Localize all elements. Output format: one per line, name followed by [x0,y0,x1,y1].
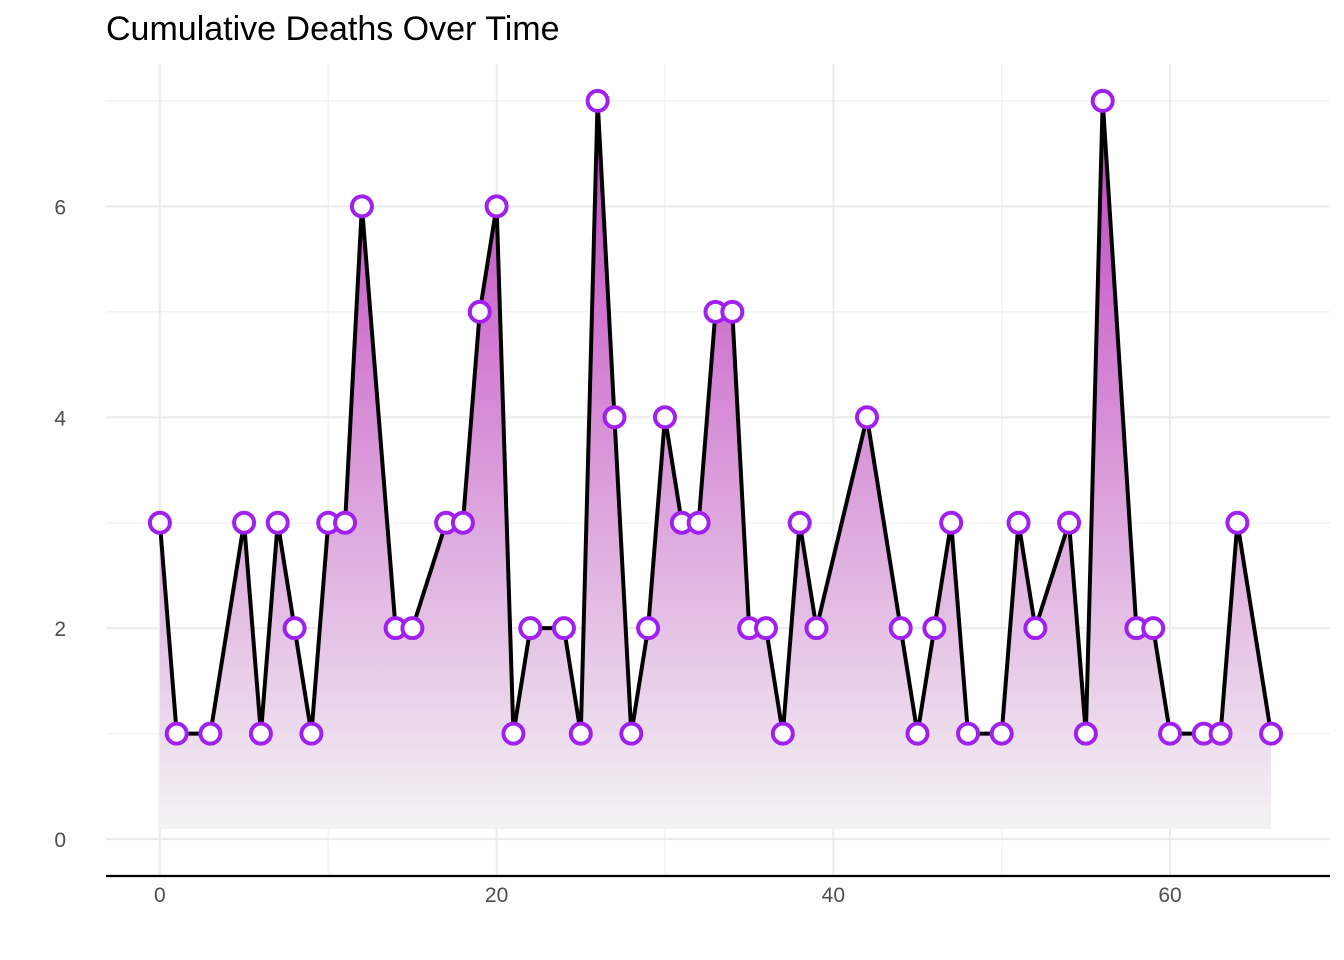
data-point [804,616,829,641]
data-point [636,616,661,641]
data-point [501,721,526,746]
data-point [1023,616,1048,641]
data-point [147,510,172,535]
data-point [248,721,273,746]
data-point [753,616,778,641]
data-point [888,616,913,641]
data-point [585,88,610,113]
data-point [282,616,307,641]
data-point [164,721,189,746]
data-point [619,721,644,746]
data-point [989,721,1014,746]
data-point [1225,510,1250,535]
chart-title: Cumulative Deaths Over Time [106,10,560,48]
data-point [1158,721,1183,746]
data-point [568,721,593,746]
data-point [686,510,711,535]
x-tick-label: 40 [822,884,845,907]
data-point [400,616,425,641]
y-tick-label: 6 [54,196,66,219]
data-point [551,616,576,641]
data-point [770,721,795,746]
points-layer [147,88,1284,746]
x-tick-label: 60 [1158,884,1181,907]
y-tick-label: 2 [54,618,66,641]
data-point [1259,721,1284,746]
data-point [855,405,880,430]
data-point [1057,510,1082,535]
data-point [265,510,290,535]
data-point [518,616,543,641]
data-point [232,510,257,535]
y-tick-label: 4 [54,407,66,430]
data-point [905,721,930,746]
data-point [333,510,358,535]
data-point [349,194,374,219]
data-point [652,405,677,430]
data-point [299,721,324,746]
data-point [922,616,947,641]
x-tick-label: 0 [154,884,166,907]
data-point [956,721,981,746]
data-point [1006,510,1031,535]
data-point [787,510,812,535]
y-tick-label: 0 [54,829,66,852]
data-point [939,510,964,535]
data-point [1141,616,1166,641]
data-point [1090,88,1115,113]
data-point [450,510,475,535]
data-point [602,405,627,430]
area-fill-layer [159,100,1272,830]
series-area [159,100,1272,830]
data-point [198,721,223,746]
data-point [1073,721,1098,746]
data-point [484,194,509,219]
axes: 0 20 40 60 0 2 4 6 [54,196,1330,907]
data-point [1208,721,1233,746]
x-tick-label: 20 [485,884,508,907]
data-point [467,299,492,324]
data-point [720,299,745,324]
